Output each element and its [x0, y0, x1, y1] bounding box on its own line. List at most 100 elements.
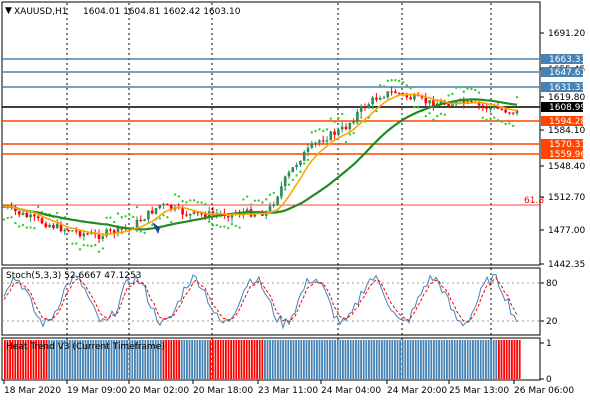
- trend-bar: [347, 340, 349, 379]
- trend-bar: [414, 340, 417, 379]
- candle-body: [356, 111, 359, 122]
- price-label: 1512.70: [548, 193, 585, 203]
- candle-body: [2, 206, 6, 208]
- trend-bar: [102, 340, 105, 379]
- trend-bar: [297, 340, 300, 379]
- trend-bar: [24, 340, 27, 379]
- trend-bar: [6, 340, 9, 379]
- trend-bar: [456, 340, 459, 379]
- trend-bar: [217, 340, 219, 379]
- trend-bar: [271, 340, 274, 379]
- trend-bar: [381, 340, 383, 379]
- psar-dot: [325, 128, 329, 131]
- candle-body: [515, 110, 519, 114]
- candle-body: [40, 218, 44, 224]
- psar-dot: [158, 217, 161, 220]
- trend-bar: [43, 340, 45, 379]
- trend-bar: [310, 340, 313, 379]
- level-tag-label: 1594.28: [549, 117, 586, 127]
- candle-body: [82, 233, 86, 237]
- psar-dot: [291, 178, 294, 182]
- candle-body: [188, 213, 192, 216]
- trend-bar: [71, 340, 74, 379]
- trend-bar: [391, 340, 394, 379]
- trend-bar: [100, 340, 102, 379]
- trend-bar: [175, 340, 178, 379]
- collapse-arrow-icon[interactable]: ▼: [5, 6, 12, 16]
- psar-dot: [71, 242, 74, 245]
- trend-bar: [284, 340, 287, 379]
- trend-bar: [191, 340, 193, 379]
- candle-body: [390, 91, 393, 93]
- trend-bar: [386, 340, 388, 379]
- candle-body: [344, 126, 348, 130]
- main-pane[interactable]: [1, 1, 541, 266]
- candle-body: [352, 121, 355, 123]
- trend-bar: [412, 340, 414, 379]
- fib-label: 61.8: [524, 196, 544, 206]
- time-axis[interactable]: 18 Mar 2020 19 Mar 09:00 20 Mar 02:00 20 Ma…: [3, 380, 574, 396]
- psar-dot: [500, 120, 503, 123]
- psar-dot: [424, 114, 427, 118]
- psar-dot: [504, 122, 507, 126]
- trend-bar: [232, 340, 235, 379]
- trend-bar: [32, 340, 35, 379]
- candle-body: [314, 142, 317, 144]
- candle-body: [409, 97, 412, 100]
- psar-dot: [474, 88, 477, 92]
- psar-dot: [299, 170, 302, 173]
- cursor-arrow-icon: [152, 222, 166, 234]
- trend-bar: [503, 340, 505, 379]
- psar-dot: [56, 211, 59, 215]
- level-tag-label: 1631.33: [549, 83, 586, 93]
- trend-bar: [17, 340, 19, 379]
- trend-bar: [147, 340, 149, 379]
- trend-bar: [505, 340, 508, 379]
- psar-dot: [386, 79, 389, 83]
- trend-bar: [277, 340, 279, 379]
- psar-dot: [409, 87, 412, 90]
- candle-body: [318, 140, 321, 143]
- candle-body: [413, 95, 416, 100]
- level-tag: [541, 149, 583, 159]
- trend-bar: [253, 340, 256, 379]
- trend-bar: [323, 340, 326, 379]
- trend-bar: [245, 340, 248, 379]
- candle-body: [192, 211, 196, 214]
- psar-dot: [451, 92, 454, 96]
- trend-bar: [316, 340, 318, 379]
- trend-bar: [243, 340, 245, 379]
- trend-bar: [110, 340, 113, 379]
- trend-bar: [157, 340, 160, 379]
- trend-bar: [492, 340, 495, 379]
- trend-bar: [352, 340, 355, 379]
- time-label: 18 Mar 2020: [4, 386, 61, 396]
- trend-bar: [479, 340, 482, 379]
- trend-bar: [167, 340, 170, 379]
- psar-dot: [204, 203, 207, 206]
- trend-bar: [66, 340, 69, 379]
- psar-dot: [249, 203, 253, 206]
- psar-dot: [14, 221, 17, 225]
- trend-bar: [266, 340, 269, 379]
- psar-dot: [356, 121, 359, 125]
- psar-dot: [230, 223, 234, 226]
- candle-body: [67, 229, 70, 232]
- candle-body: [382, 97, 386, 99]
- candle-body: [477, 102, 481, 106]
- candle-body: [325, 140, 329, 142]
- candle-body: [101, 236, 105, 239]
- candle-body: [181, 207, 184, 215]
- candle-body: [439, 101, 443, 104]
- trend-bar: [201, 340, 204, 379]
- trend-bar: [334, 340, 336, 379]
- level-tag: [541, 54, 583, 64]
- trend-bar: [108, 340, 110, 379]
- trend-bar: [490, 340, 492, 379]
- psar-dot: [477, 91, 481, 94]
- trend-bar: [485, 340, 487, 379]
- trend-bar: [95, 340, 97, 379]
- candle-body: [166, 204, 169, 206]
- candle-body: [90, 233, 93, 235]
